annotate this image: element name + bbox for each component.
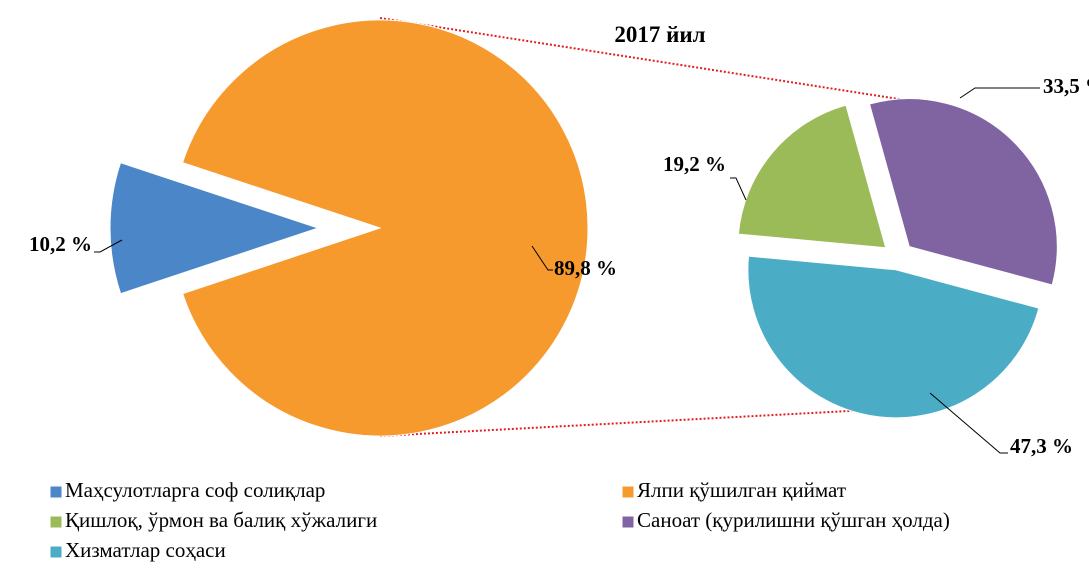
- pie-slice: [181, 19, 589, 437]
- leader-line: [929, 392, 1008, 454]
- pie-slice: [737, 104, 887, 249]
- leader-line: [730, 177, 747, 201]
- value-label: 10,2 %: [29, 232, 92, 256]
- legend-swatch: [621, 515, 635, 529]
- legend-label: Маҳсулотларга соф солиқлар: [65, 478, 325, 502]
- legend-label: Хизматлар соҳаси: [65, 538, 226, 562]
- pie-slice: [747, 255, 1040, 419]
- legend-swatch: [621, 485, 635, 499]
- value-label: 89,8 %: [554, 256, 617, 280]
- legend-swatch: [49, 515, 63, 529]
- legend-label: Ялпи қўшилган қиймат: [637, 478, 846, 502]
- legend-label: Саноат (қурилишни қўшган ҳолда): [637, 508, 950, 532]
- legend-swatch: [49, 485, 63, 499]
- chart-title: 2017 йил: [614, 22, 705, 47]
- leader-line: [959, 87, 1040, 99]
- leader-line: [94, 239, 123, 253]
- pie-slice: [868, 98, 1058, 286]
- legend-label: Қишлоқ, ўрмон ва балиқ хўжалиги: [65, 508, 377, 532]
- pie-slice: [109, 162, 320, 295]
- value-label: 19,2 %: [663, 152, 726, 176]
- value-label: 47,3 %: [1010, 434, 1073, 458]
- connector: [379, 17, 906, 101]
- value-label: 33,5 %: [1043, 74, 1089, 98]
- leader-line: [531, 245, 553, 271]
- legend-swatch: [49, 545, 63, 559]
